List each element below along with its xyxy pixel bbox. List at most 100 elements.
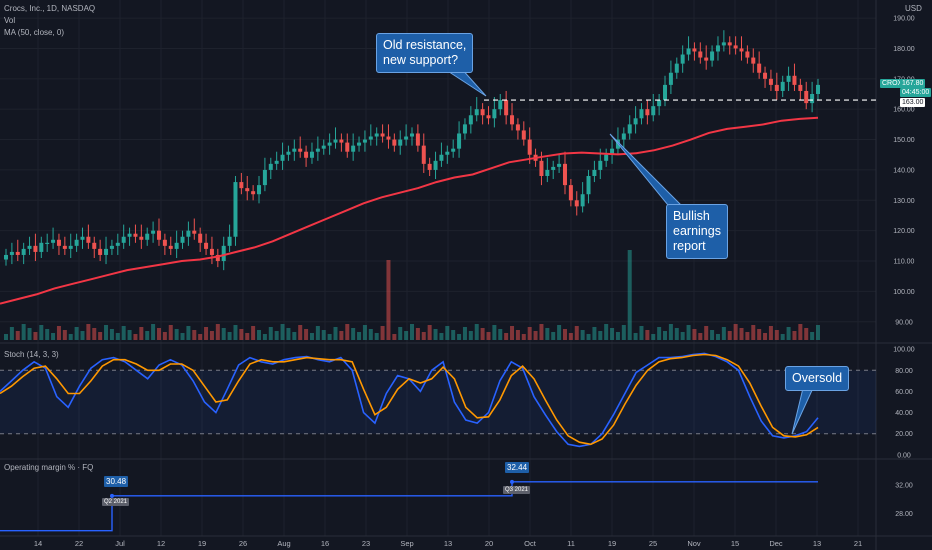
volume-bar <box>627 250 632 340</box>
candle-body <box>245 188 250 192</box>
candle-body <box>568 185 573 201</box>
price-tick-label: 130.00 <box>893 198 915 205</box>
volume-bar <box>274 331 279 340</box>
currency-label: USD <box>905 4 922 13</box>
price-tick-label: 150.00 <box>893 137 915 144</box>
candle-body <box>56 239 61 246</box>
price-tick-label: 190.00 <box>893 16 915 23</box>
candle-body <box>109 245 114 249</box>
volume-bar <box>168 325 173 340</box>
x-axis[interactable]: 14 22 Jul 12 19 26 Aug 16 23 Sep 13 20 Oct 11 19 25 Nov 1… <box>34 539 862 548</box>
volume-bar <box>392 334 397 340</box>
candle-body <box>598 160 603 170</box>
volume-bar <box>598 331 603 340</box>
volume-bar <box>710 330 715 340</box>
ma-line <box>0 116 819 305</box>
candle-body <box>727 42 732 46</box>
price-tick-label: 90.00 <box>895 319 913 326</box>
volume-bar <box>262 334 267 340</box>
opm-q3-value: 32.44 <box>505 462 530 473</box>
volume-bar <box>362 325 367 340</box>
x-tick-label: 14 <box>34 539 42 548</box>
grid <box>0 0 876 536</box>
volume-bar <box>421 332 426 340</box>
x-tick-label: 22 <box>75 539 83 548</box>
candle-body <box>368 136 373 140</box>
candle-body <box>527 139 532 155</box>
operating-margin-pane <box>0 479 818 532</box>
candle-body <box>174 242 179 249</box>
candle-body <box>745 51 750 58</box>
volume-bar <box>410 324 414 340</box>
volume-bar <box>174 329 179 340</box>
volume-bar <box>586 334 591 340</box>
candle-body <box>345 142 350 152</box>
volume-bar <box>121 326 126 340</box>
volume-bar <box>521 334 526 340</box>
candle-body <box>798 84 803 91</box>
volume-bar <box>151 324 156 340</box>
volume-bar <box>133 334 138 340</box>
price-tick-label: 110.00 <box>894 259 915 266</box>
candle-body <box>698 51 703 58</box>
candle-body <box>510 115 515 125</box>
x-tick-label: Aug <box>277 539 290 548</box>
x-tick-label: 20 <box>485 539 493 548</box>
candle-body <box>257 185 262 195</box>
x-tick-label: 26 <box>239 539 247 548</box>
volume-bar <box>56 326 61 340</box>
stoch-d-line <box>0 353 819 446</box>
volume-bar <box>380 326 385 340</box>
volume-bar <box>492 325 497 340</box>
y-axis[interactable]: 90.00 100.00 110.00 120.00 130.00 140.00 150.0… <box>893 16 915 518</box>
volume-bar <box>480 328 485 340</box>
volume-bar <box>757 329 762 340</box>
volume-bar <box>74 327 79 340</box>
candle-body <box>15 251 20 255</box>
stoch-band <box>0 370 876 434</box>
volume-bar <box>474 324 479 340</box>
candle-body <box>645 109 650 116</box>
candle-body <box>680 54 685 64</box>
candle-body <box>498 100 503 110</box>
volume-bar <box>415 328 420 340</box>
candle-body <box>610 148 615 155</box>
volume-bar <box>204 327 209 340</box>
candle-body <box>592 169 597 176</box>
volume-bar <box>309 333 314 340</box>
candle-body <box>663 84 668 101</box>
candle-body <box>704 57 709 61</box>
candle-body <box>162 239 167 246</box>
candle-body <box>404 136 409 140</box>
candle-body <box>674 63 679 73</box>
candle-body <box>492 109 497 119</box>
volume-bar <box>239 329 244 340</box>
symbol-title: Crocs, Inc., 1D, NASDAQ <box>4 4 96 13</box>
x-tick-label: 13 <box>813 539 821 548</box>
volume-bar <box>621 325 626 340</box>
price-candles <box>4 30 820 271</box>
candle-body <box>51 239 56 243</box>
volume-bar <box>792 331 797 340</box>
x-tick-label: 23 <box>362 539 370 548</box>
candle-body <box>156 230 161 240</box>
candle-body <box>627 124 632 134</box>
candle-body <box>4 254 8 260</box>
ticker-badge: CROX <box>880 79 905 88</box>
candle-body <box>357 142 362 146</box>
volume-bar <box>698 333 703 340</box>
volume-bar <box>721 327 726 340</box>
volume-bar <box>33 332 38 340</box>
volume-bar <box>39 325 44 340</box>
volume-bar <box>245 333 250 340</box>
candle-body <box>215 254 220 262</box>
volume-bar <box>15 331 20 340</box>
candle-body <box>9 251 14 255</box>
candle-body <box>804 90 809 104</box>
stoch-tick-label: 40.00 <box>895 410 913 417</box>
candle-body <box>810 94 815 104</box>
candle-body <box>392 139 397 146</box>
candle-body <box>192 230 197 234</box>
volume-bar <box>633 333 638 340</box>
